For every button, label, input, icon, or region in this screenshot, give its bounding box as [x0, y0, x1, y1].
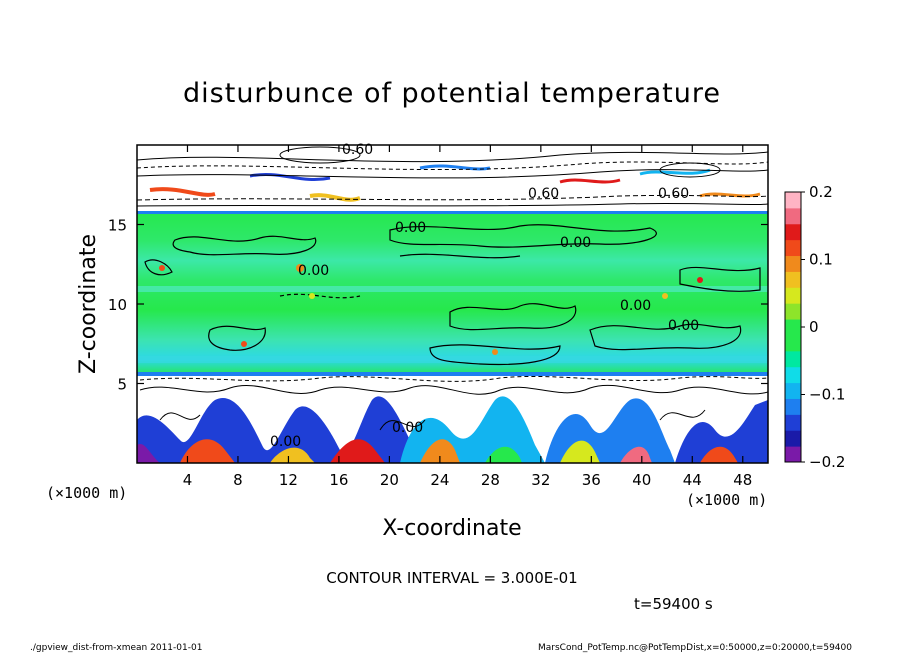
chart-title: disturbunce of potential temperature [183, 78, 721, 109]
contour-label: 0.60 [342, 142, 373, 158]
contour-label: 0.00 [668, 318, 699, 334]
band-contours [144, 224, 761, 366]
x-tick-label: 4 [183, 471, 193, 489]
colorbar-tick-label: −0.2 [809, 453, 845, 471]
x-tick-label: 44 [683, 471, 702, 489]
x-tick-label: 48 [733, 471, 752, 489]
contour-label: 0.00 [270, 434, 301, 450]
x-tick-label: 12 [279, 471, 298, 489]
x-tick-label: 36 [582, 471, 601, 489]
colorbar-segment [785, 303, 801, 320]
y-tick-label: 15 [108, 217, 127, 235]
contour-labels: 0.60 0.60 0.60 0.00 0.00 0.00 0.00 0.00 … [270, 142, 699, 450]
contour-label: 0.00 [392, 420, 423, 436]
band-edge-bottom [137, 372, 768, 376]
x-tick-label: 24 [430, 471, 449, 489]
y-axis-ticks: 5 10 15 [108, 217, 768, 394]
band-edge-top [137, 211, 768, 214]
colorbar-segment [785, 287, 801, 304]
lower-layer [137, 375, 768, 463]
x-tick-label: 32 [531, 471, 550, 489]
x-tick-label: 40 [632, 471, 651, 489]
colorbar-segment [785, 271, 801, 288]
x-tick-label: 20 [380, 471, 399, 489]
colorbar-segment [785, 255, 801, 272]
band-blobs [159, 264, 703, 355]
colorbar-segment [785, 430, 801, 447]
y-tick-label: 5 [117, 376, 127, 394]
colorbar [784, 191, 802, 463]
footer-right: MarsCond_PotTemp.nc@PotTempDist,x=0:5000… [538, 643, 852, 653]
contour-label: 0.00 [560, 235, 591, 251]
colorbar-segment [785, 350, 801, 368]
x-tick-label: 28 [481, 471, 500, 489]
z-unit-label: (×1000 m) [46, 484, 127, 502]
contour-label: 0.00 [620, 298, 651, 314]
colorbar-tick-label: 0 [809, 318, 819, 336]
colorbar-segment [785, 192, 801, 209]
y-axis-label: Z-coordinate [76, 234, 101, 374]
colorbar-tick-label: 0.2 [809, 183, 833, 201]
colorbar-ticks: 0.2 0.1 0 −0.1 −0.2 [801, 183, 845, 471]
upper-layer [137, 146, 768, 212]
band-stripe [137, 356, 768, 363]
colorbar-segment [785, 239, 801, 257]
colorbar-segment [785, 319, 801, 336]
plot-area [137, 145, 768, 463]
band-stripe [137, 286, 768, 292]
x-axis-ticks: 4 8 12 16 20 24 28 32 36 40 44 48 [183, 145, 752, 489]
footer-left: ./gpview_dist-from-xmean 2011-01-01 [30, 643, 202, 653]
colorbar-segment [785, 398, 801, 415]
colorbar-segment [785, 414, 801, 431]
middle-band [137, 211, 768, 376]
colorbar-segment [785, 382, 801, 399]
contour-label: 0.00 [298, 263, 329, 279]
contour-label: 0.00 [395, 220, 426, 236]
x-unit-label: (×1000 m) [686, 491, 767, 509]
colorbar-segment [785, 446, 801, 463]
x-tick-label: 16 [329, 471, 348, 489]
colorbar-segment [785, 207, 801, 225]
colorbar-segment [785, 334, 801, 352]
contour-interval-text: CONTOUR INTERVAL = 3.000E-01 [326, 569, 577, 587]
contour-label: 0.60 [528, 186, 559, 202]
colorbar-tick-label: −0.1 [809, 386, 845, 404]
y-tick-label: 10 [108, 296, 127, 314]
colorbar-tick-label: 0.1 [809, 251, 833, 269]
colorbar-segment [785, 223, 801, 241]
x-tick-label: 8 [233, 471, 243, 489]
x-axis-label: X-coordinate [382, 516, 521, 541]
colorbar-segment [785, 366, 801, 384]
contour-label: 0.60 [658, 186, 689, 202]
time-text: t=59400 s [634, 595, 713, 613]
